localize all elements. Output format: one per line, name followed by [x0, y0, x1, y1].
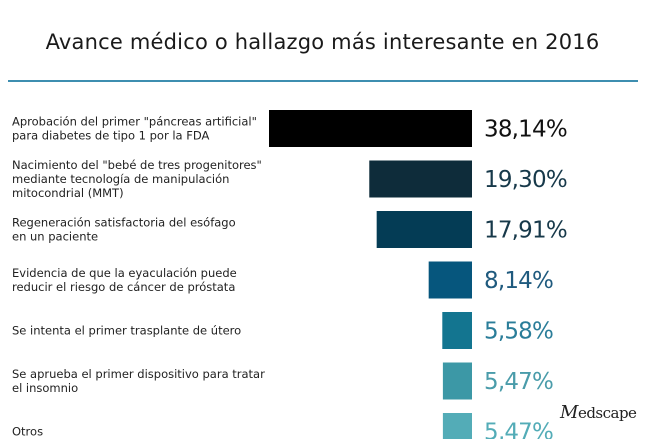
chart-title: Avance médico o hallazgo más interesante…: [45, 30, 600, 54]
value-label-7: 5,47%: [484, 420, 553, 439]
bar-7: [442, 413, 472, 439]
bar-3: [376, 211, 472, 248]
category-label-1: Aprobación del primer "páncreas artifici…: [12, 115, 257, 143]
value-label-1: 38,14%: [484, 117, 567, 143]
value-label-3: 17,91%: [484, 218, 567, 244]
category-label-6: Se aprueba el primer dispositivo para tr…: [12, 367, 265, 395]
bar-1: [269, 110, 472, 147]
bar-6: [442, 362, 472, 400]
bar-5: [442, 312, 472, 349]
category-label-2: Nacimiento del "bebé de tres progenitore…: [12, 158, 262, 200]
category-label-7: Otros: [12, 425, 43, 439]
title-divider: [8, 80, 638, 82]
category-label-5: Se intenta el primer trasplante de útero: [12, 324, 241, 338]
category-label-3: Regeneración satisfactoria del esófago en…: [12, 216, 236, 244]
value-label-2: 19,30%: [484, 167, 567, 193]
bar-2: [369, 160, 472, 198]
value-label-6: 5,47%: [484, 369, 553, 395]
value-label-4: 8,14%: [484, 268, 553, 294]
bar-4: [428, 261, 472, 299]
value-label-5: 5,58%: [484, 319, 553, 345]
category-label-4: Evidencia de que la eyaculación puede red…: [12, 266, 237, 294]
medscape-logo: Medscape: [560, 402, 637, 423]
